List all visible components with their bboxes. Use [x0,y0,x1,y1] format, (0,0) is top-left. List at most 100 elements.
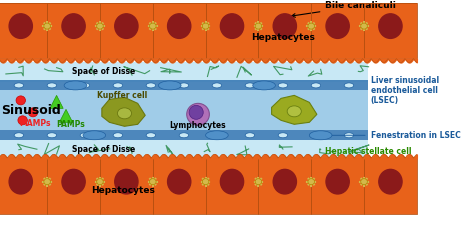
Ellipse shape [379,169,402,194]
Ellipse shape [245,83,255,88]
Ellipse shape [326,14,349,38]
Text: Space of Disse: Space of Disse [72,145,136,154]
Ellipse shape [212,133,222,138]
Ellipse shape [149,179,156,185]
Ellipse shape [62,169,85,194]
Ellipse shape [361,179,367,185]
Text: Hepatocytes: Hepatocytes [91,186,155,195]
Ellipse shape [278,133,288,138]
Bar [311,158,364,214]
Bar [100,3,153,58]
Ellipse shape [278,83,288,88]
Polygon shape [272,95,317,124]
Ellipse shape [308,23,315,29]
Ellipse shape [158,81,181,90]
Ellipse shape [115,14,138,38]
Polygon shape [102,97,145,126]
Bar [0,3,417,58]
Ellipse shape [189,105,203,119]
Ellipse shape [80,133,90,138]
Ellipse shape [212,83,222,88]
Bar [0,140,368,160]
Ellipse shape [83,131,106,140]
Bar [0,90,368,130]
Ellipse shape [326,169,349,194]
Ellipse shape [149,23,156,29]
Ellipse shape [44,179,50,185]
Bar [47,158,100,214]
Bar [153,158,206,214]
Ellipse shape [14,83,24,88]
Ellipse shape [179,83,189,88]
Ellipse shape [16,96,26,105]
Bar [0,158,47,214]
Ellipse shape [255,23,262,29]
Ellipse shape [44,23,50,29]
Ellipse shape [255,179,262,185]
Ellipse shape [18,116,27,125]
Ellipse shape [220,14,244,38]
Bar [0,158,417,214]
Text: MAMPs: MAMPs [19,119,50,128]
Text: Kupffer cell: Kupffer cell [98,91,148,100]
Bar [47,3,100,58]
Bar [0,130,368,140]
Polygon shape [50,95,63,108]
Bar [364,3,417,58]
Ellipse shape [47,83,56,88]
Ellipse shape [113,83,123,88]
Text: Hepatocytes: Hepatocytes [251,33,315,42]
Ellipse shape [311,133,320,138]
Bar [153,3,206,58]
Ellipse shape [47,133,56,138]
Bar [206,3,258,58]
Text: PAMPs: PAMPs [56,120,85,129]
Ellipse shape [179,133,189,138]
Ellipse shape [220,169,244,194]
Bar [0,80,368,90]
Ellipse shape [253,81,275,90]
Bar [311,3,364,58]
Ellipse shape [344,133,354,138]
Ellipse shape [14,133,24,138]
Ellipse shape [379,14,402,38]
Text: Lymphocytes: Lymphocytes [170,121,227,130]
Bar [258,3,311,58]
Ellipse shape [287,106,301,117]
Ellipse shape [308,179,315,185]
Text: Liver sinusoidal
endothelial cell
(LSEC): Liver sinusoidal endothelial cell (LSEC) [371,76,439,105]
Text: Sinusoid: Sinusoid [1,104,61,117]
Ellipse shape [146,133,155,138]
Ellipse shape [310,131,332,140]
Polygon shape [59,109,73,122]
Ellipse shape [97,179,103,185]
Ellipse shape [245,133,255,138]
Text: Bile canaliculi: Bile canaliculi [292,1,396,17]
Ellipse shape [115,169,138,194]
Ellipse shape [64,81,87,90]
Bar [100,158,153,214]
Ellipse shape [118,108,132,119]
Ellipse shape [187,103,210,125]
Bar [0,3,47,58]
Ellipse shape [361,23,367,29]
Ellipse shape [168,14,191,38]
Text: Fenestration in LSEC: Fenestration in LSEC [315,131,460,140]
Text: Space of Disse: Space of Disse [72,67,136,76]
Ellipse shape [80,83,90,88]
Ellipse shape [344,83,354,88]
Bar [206,158,258,214]
Ellipse shape [206,131,228,140]
Ellipse shape [202,23,209,29]
Ellipse shape [273,14,296,38]
Bar [364,158,417,214]
Bar [258,158,311,214]
Ellipse shape [146,83,155,88]
Ellipse shape [202,179,209,185]
Ellipse shape [28,108,38,117]
Ellipse shape [273,169,296,194]
Ellipse shape [168,169,191,194]
Text: Hepatic stellate cell: Hepatic stellate cell [325,147,412,156]
Ellipse shape [62,14,85,38]
Ellipse shape [113,133,123,138]
